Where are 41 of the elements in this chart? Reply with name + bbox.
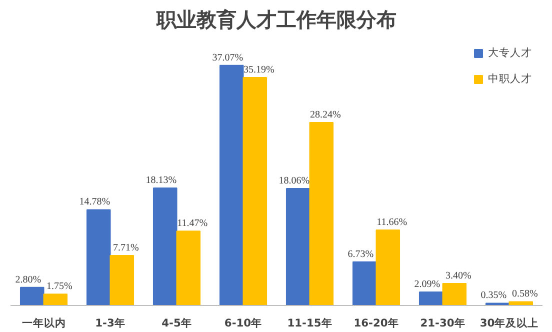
bar [176,230,201,306]
data-label: 6.73% [348,248,374,260]
data-label: 2.80% [15,274,42,286]
data-label: 14.78% [79,196,110,208]
x-tick-label: 16-20年 [354,316,399,330]
bar [352,261,377,306]
data-label: 11.66% [376,216,408,228]
bar [376,229,400,306]
bar [20,286,44,306]
x-tick-label: 一年以内 [22,316,66,330]
bar [110,255,134,306]
x-tick-label: 21-30年 [420,316,466,330]
bar [508,301,534,306]
data-label: 37.07% [212,52,244,64]
bar [418,291,444,306]
chart-title: 职业教育人才工作年限分布 [156,8,396,32]
bar [86,209,111,306]
data-label: 18.13% [146,175,177,186]
data-label: 7.71% [112,242,139,254]
bar [442,282,467,306]
x-tick-label: 1-3年 [95,316,126,330]
bar [242,77,268,306]
x-tick-label: 6-10年 [224,316,262,330]
data-label: 35.19% [243,64,274,76]
data-label: 1.75% [46,281,72,292]
bar [309,122,334,306]
bar [219,64,244,306]
data-label: 28.24% [310,110,341,121]
x-tick-label: 11-15年 [287,316,332,330]
legend-label: 大专人才 [488,46,532,60]
legend-label: 中职人才 [488,72,532,86]
bar [286,188,310,306]
data-label: 0.58% [512,288,538,300]
data-label: 3.40% [445,270,472,282]
x-tick-label: 30年及以上 [480,316,539,330]
data-label: 0.35% [480,290,507,302]
data-label: 11.47% [177,218,208,230]
x-tick-label: 4-5年 [162,316,192,330]
data-label: 2.09% [414,278,440,290]
bar [152,188,178,306]
bar [43,294,68,306]
